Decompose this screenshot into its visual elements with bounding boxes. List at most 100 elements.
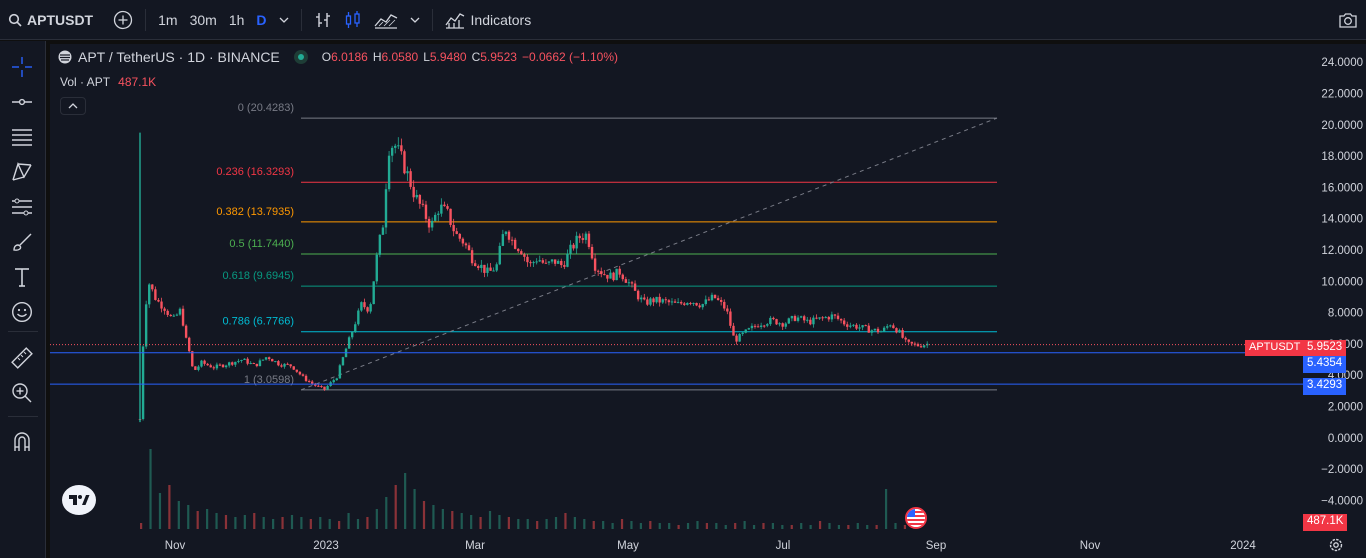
bar-style-button[interactable] (308, 0, 338, 39)
candle-body (658, 296, 661, 303)
candle-body (283, 363, 286, 367)
candle-body (449, 208, 452, 225)
candle-body (713, 294, 717, 299)
plus-circle-icon (113, 10, 133, 30)
interval-1m[interactable]: 1m (158, 11, 178, 28)
candle-body (221, 364, 225, 368)
candle-body (200, 360, 203, 367)
candle-body (716, 298, 720, 301)
tradingview-logo[interactable] (62, 485, 96, 515)
candle-body (486, 267, 489, 273)
candles-style-button[interactable] (338, 0, 368, 39)
y-tick-label: −2.0000 (1321, 464, 1363, 476)
emoji-tool[interactable] (8, 298, 36, 326)
volume-badge: 487.1K (1303, 514, 1348, 531)
candle-body (806, 319, 809, 321)
measure-lines-icon (11, 196, 33, 218)
volume-bar (253, 513, 256, 529)
x-tick-label: Sep (926, 540, 946, 552)
candle-body (606, 274, 609, 279)
tv-logo-icon (68, 493, 90, 507)
volume-bar (715, 523, 718, 529)
candle-body (649, 298, 652, 305)
interval-dropdown[interactable] (273, 0, 295, 39)
change-value: −0.0662 (−1.10%) (521, 50, 619, 64)
volume-label[interactable]: Vol · APT (60, 75, 110, 89)
candle-body (301, 374, 305, 376)
candle-body (901, 330, 904, 338)
candle-body (381, 227, 385, 235)
candle-body (723, 301, 726, 309)
compare-symbol-button[interactable] (107, 0, 139, 39)
candle-body (799, 316, 803, 318)
hline-badge-1[interactable]: 5.4354 (1303, 356, 1347, 373)
screenshot-button[interactable] (1332, 0, 1366, 39)
trend-line-tool[interactable] (8, 88, 36, 116)
candle-body (427, 218, 431, 228)
volume-bar (620, 519, 624, 529)
x-tick-label: Jul (776, 540, 791, 552)
text-tool[interactable] (8, 263, 36, 291)
magnet-tool[interactable] (8, 428, 36, 456)
y-tick-label: 20.0000 (1321, 120, 1363, 132)
volume-bar (404, 473, 407, 529)
chart-type-dropdown[interactable] (404, 0, 426, 39)
legend-title[interactable]: APT / TetherUS · 1D · BINANCE (78, 49, 280, 65)
interval-d[interactable]: D (256, 11, 267, 28)
interval-30m[interactable]: 30m (189, 11, 217, 28)
interval-1h[interactable]: 1h (228, 11, 245, 28)
forecast-tool[interactable] (8, 193, 36, 221)
volume-bar (649, 521, 652, 529)
ruler-tool[interactable] (8, 344, 36, 372)
candle-body (790, 316, 794, 319)
indicators-button[interactable]: Indicators (439, 0, 538, 39)
area-style-button[interactable] (368, 0, 404, 39)
high-value: 6.0580 (381, 50, 419, 64)
volume-bar (177, 501, 180, 529)
top-toolbar: APTUSDT 1m 30m 1h D (0, 0, 1366, 40)
candle-body (892, 325, 895, 329)
chevron-down-icon (410, 17, 420, 23)
zoom-tool[interactable] (8, 379, 36, 407)
close-label: C (471, 50, 481, 64)
crosshair-tool[interactable] (8, 53, 36, 81)
x-tick-label: Mar (465, 540, 485, 552)
candle-body (363, 302, 366, 308)
candle-body (480, 264, 483, 268)
candle-body (876, 328, 880, 333)
volume-bar (149, 449, 152, 529)
candle-body (821, 317, 824, 319)
candle-body (255, 363, 259, 367)
candle-body (298, 371, 302, 375)
candle-body (513, 239, 517, 249)
hline-badge-2[interactable]: 3.4293 (1303, 378, 1347, 395)
volume-bar (196, 511, 199, 529)
chart-pane[interactable]: 0 (20.4283) 0.236 (16.3293) 0.382 (13.7935… (50, 44, 1366, 558)
fib-tool[interactable] (8, 123, 36, 151)
fib-level-label: 0.382 (13.7935) (216, 206, 294, 218)
pattern-tool[interactable] (8, 158, 36, 186)
volume-bar (432, 505, 435, 529)
brush-tool[interactable] (8, 228, 36, 256)
text-icon (11, 266, 33, 288)
divider (431, 8, 433, 31)
candle-body (421, 203, 425, 205)
candle-body (738, 333, 741, 342)
economic-event-marker[interactable] (905, 507, 927, 529)
chart-legend: APT / TetherUS · 1D · BINANCE O6.0186 H6… (58, 49, 618, 65)
candle-body (744, 329, 747, 333)
price-chart[interactable]: 0 (20.4283) 0.236 (16.3293) 0.382 (13.7935… (50, 44, 1366, 558)
pattern-icon (11, 161, 33, 183)
candle-body (630, 282, 634, 284)
collapse-legend-button[interactable] (60, 97, 86, 115)
candle-body (406, 171, 409, 174)
candle-body (304, 375, 308, 381)
sidebar-divider (8, 416, 38, 417)
candle-body (879, 331, 883, 333)
candles-icon (344, 10, 362, 29)
fib-level-label: 0.236 (16.3293) (216, 166, 294, 178)
candle-body (375, 254, 378, 282)
candle-body (873, 328, 877, 331)
chart-settings-button[interactable] (1328, 537, 1346, 555)
symbol-search[interactable]: APTUSDT (0, 0, 99, 39)
